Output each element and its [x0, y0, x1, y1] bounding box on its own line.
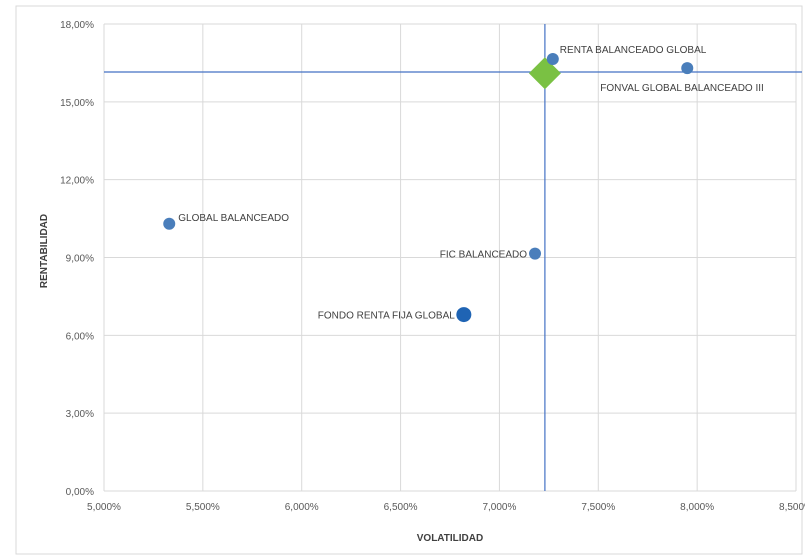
y-tick-label: 9,00% [66, 254, 94, 265]
data-point [546, 53, 559, 66]
data-point-label: GLOBAL BALANCEADO [178, 213, 289, 224]
gridlines [103, 23, 797, 492]
x-tick-label: 6,500% [384, 502, 418, 513]
y-tick-label: 12,00% [60, 176, 94, 187]
x-axis-title: VOLATILIDAD [417, 533, 483, 544]
y-tick-label: 18,00% [60, 20, 94, 31]
x-tick-label: 7,000% [482, 502, 516, 513]
x-tick-label: 5,000% [87, 502, 121, 513]
data-point-label: RENTA BALANCEADO GLOBAL [560, 45, 707, 56]
highlight-diamond-marker [528, 57, 561, 90]
x-tick-label: 6,000% [285, 502, 319, 513]
data-point [163, 217, 176, 230]
data-point [681, 62, 694, 75]
data-point [456, 307, 472, 323]
data-point-label: FONDO RENTA FIJA GLOBAL [318, 311, 456, 322]
data-points: GLOBAL BALANCEADO RENTA BALANCEADO GLOBAL… [163, 45, 764, 323]
x-tick-label: 5,500% [186, 502, 220, 513]
x-tick-label: 7,500% [581, 502, 615, 513]
data-point-label: FIC BALANCEADO [440, 250, 527, 261]
y-tick-label: 6,00% [66, 331, 94, 342]
chart-area-border [15, 5, 803, 555]
data-point [529, 247, 542, 260]
y-axis-title: RENTABILIDAD [39, 214, 50, 288]
x-tick-label: 8,500% [779, 502, 805, 513]
y-tick-label: 15,00% [60, 98, 94, 109]
tick-labels: 5,000% 5,500% 6,000% 6,500% 7,000% 7,500% 8,00… [60, 20, 805, 513]
data-point-label: FONVAL GLOBAL BALANCEADO III [600, 83, 764, 94]
y-tick-label: 0,00% [66, 487, 94, 498]
x-tick-label: 8,000% [680, 502, 714, 513]
y-tick-label: 3,00% [66, 409, 94, 420]
